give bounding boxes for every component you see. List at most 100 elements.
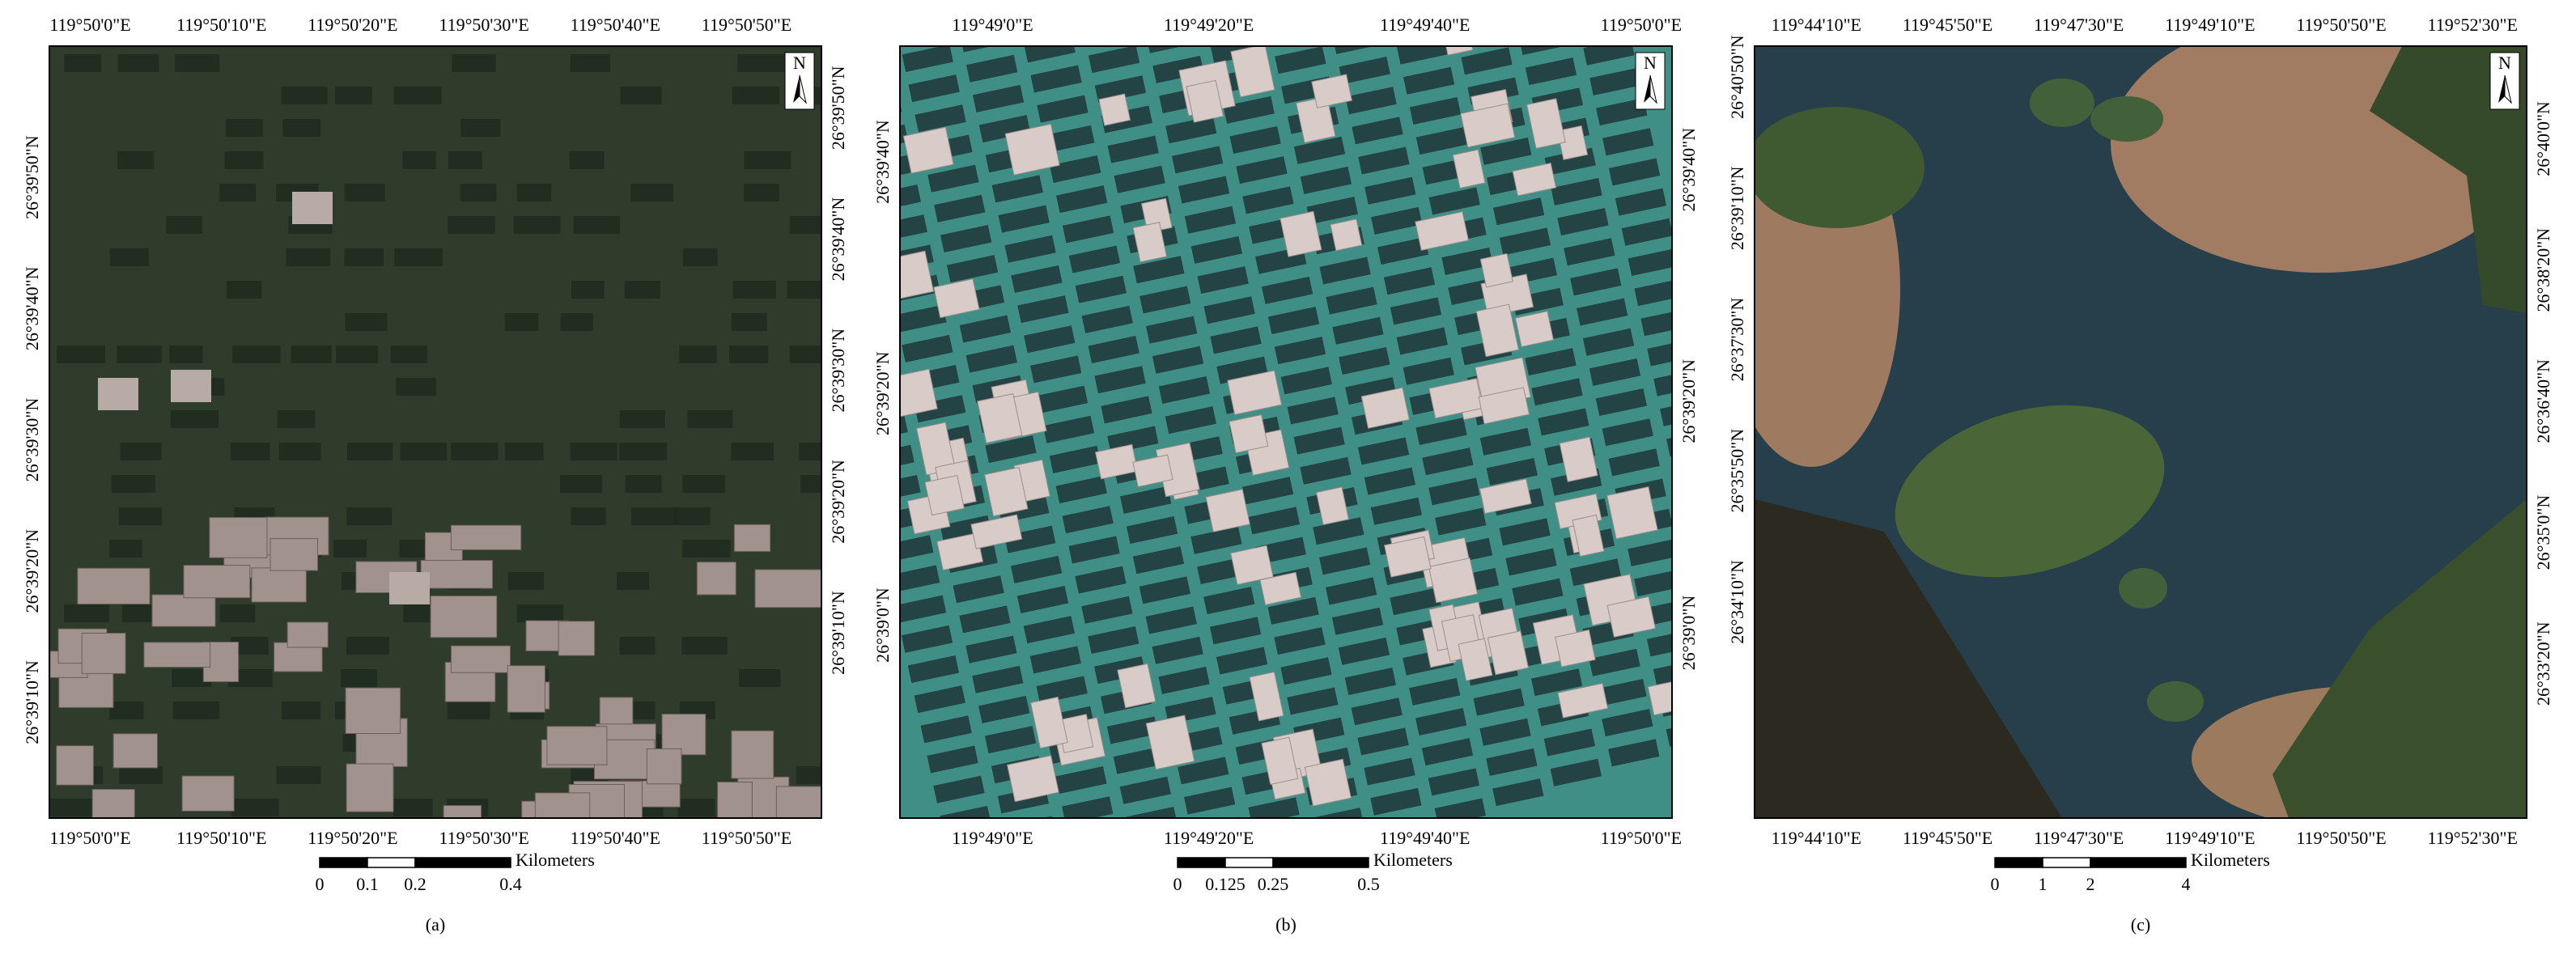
seaweed-plot xyxy=(1293,426,1345,455)
seaweed-plot xyxy=(1608,739,1660,767)
raft xyxy=(1572,514,1605,558)
seaweed-plot xyxy=(1011,265,1063,293)
seaweed-plot xyxy=(460,184,497,201)
seaweed-plot xyxy=(460,119,501,137)
seaweed-plot xyxy=(504,443,544,460)
seaweed-plot xyxy=(1608,158,1661,186)
bottom-coord-label: 119°50'50"E xyxy=(2296,828,2386,848)
seaweed-plot xyxy=(172,669,212,687)
seaweed-plot xyxy=(998,205,1050,233)
seaweed-plot xyxy=(507,572,544,590)
raft xyxy=(112,733,158,769)
seaweed-plot xyxy=(1036,676,1088,704)
seaweed-plot xyxy=(333,540,367,558)
seaweed-plot xyxy=(276,766,321,784)
seaweed-plot xyxy=(927,164,979,193)
right-coord-label: 26°39'0"N xyxy=(1678,596,1699,671)
scale-bar-label: 4 xyxy=(2182,874,2191,894)
seaweed-plot xyxy=(1306,197,1358,225)
seaweed-plot xyxy=(1062,506,1114,534)
seaweed-plot xyxy=(1178,176,1230,204)
raft xyxy=(420,559,494,589)
seaweed-plot xyxy=(1518,46,1571,56)
seaweed-plot xyxy=(1364,176,1416,205)
seaweed-plot xyxy=(1390,587,1441,616)
raft xyxy=(1360,387,1410,429)
seaweed-plot xyxy=(1589,67,1641,95)
raft xyxy=(251,567,307,603)
raft xyxy=(1555,629,1596,668)
right-coord-label: 26°39'20"N xyxy=(1678,359,1699,443)
seaweed-plot xyxy=(569,151,605,169)
seaweed-plot xyxy=(1525,348,1577,376)
seaweed-plot xyxy=(281,702,320,719)
seaweed-plot xyxy=(1152,636,1203,664)
seaweed-plot xyxy=(393,799,433,816)
seaweed-plot xyxy=(1248,507,1301,535)
seaweed-plot xyxy=(1634,569,1672,597)
seaweed-plot xyxy=(1275,46,1326,74)
seaweed-plot xyxy=(1422,447,1474,476)
seaweed-plot xyxy=(630,507,680,525)
seaweed-plot xyxy=(1198,0,1249,3)
seaweed-plot xyxy=(1043,125,1095,153)
left-coord-label: 26°39'40"N xyxy=(872,120,893,204)
seaweed-plot xyxy=(1081,887,1132,914)
seaweed-plot xyxy=(959,315,1011,343)
raft xyxy=(1556,125,1589,160)
seaweed-plot xyxy=(396,378,437,396)
seaweed-plot xyxy=(1449,0,1500,15)
scale-bar-segment xyxy=(2042,857,2091,868)
seaweed-plot xyxy=(1686,519,1737,546)
land xyxy=(2370,46,2527,313)
raft xyxy=(507,665,545,713)
bottom-coord-label: 119°49'40"E xyxy=(1380,828,1470,848)
seaweed-plot xyxy=(121,604,158,622)
seaweed-plot xyxy=(1550,758,1602,787)
top-coord-label: 119°50'50"E xyxy=(2296,15,2386,35)
raft xyxy=(1479,252,1513,288)
north-arrow xyxy=(2504,74,2512,104)
seaweed-plot xyxy=(1132,546,1185,575)
seaweed-plot xyxy=(1364,467,1416,495)
seaweed-plot xyxy=(744,184,779,201)
left-coord-label: 26°35'50"N xyxy=(1727,429,1747,513)
seaweed-plot xyxy=(1583,46,1635,66)
seaweed-plot xyxy=(278,443,321,460)
seaweed-plot xyxy=(1352,117,1403,145)
top-coord-label: 119°45'50"E xyxy=(1903,15,1992,35)
seaweed-plot xyxy=(914,685,965,714)
right-coord-label: 26°38'20"N xyxy=(2533,228,2553,312)
raft xyxy=(1132,222,1168,263)
seaweed-plot xyxy=(1589,648,1640,676)
raft xyxy=(151,594,216,627)
seaweed-plot xyxy=(1184,787,1236,815)
seaweed-plot xyxy=(1036,385,1089,413)
scale-bar-label: 0.2 xyxy=(404,874,427,894)
seaweed-plot xyxy=(346,507,393,525)
raft xyxy=(1316,486,1350,526)
seaweed-plot xyxy=(1101,396,1152,424)
seaweed-plot xyxy=(1339,346,1390,375)
seaweed-plot xyxy=(1492,197,1545,226)
seaweed-plot xyxy=(972,665,1024,693)
seaweed-plot xyxy=(1050,155,1101,184)
seaweed-plot xyxy=(1113,746,1165,774)
seaweed-plot xyxy=(111,475,155,493)
raft xyxy=(984,467,1029,517)
top-coord-label: 119°50'30"E xyxy=(439,15,528,35)
seaweed-plot xyxy=(900,535,934,563)
raft xyxy=(443,805,482,818)
seaweed-plot xyxy=(64,54,102,72)
raft xyxy=(1478,387,1530,425)
seaweed-plot xyxy=(1371,206,1423,235)
seaweed-plot xyxy=(900,304,947,333)
raft xyxy=(1296,95,1336,143)
seaweed-plot xyxy=(681,637,728,655)
seaweed-plot xyxy=(1210,617,1262,645)
left-coord-label: 26°39'0"N xyxy=(872,587,893,663)
raft xyxy=(1606,486,1658,540)
raft xyxy=(1117,663,1156,709)
raft xyxy=(1230,46,1275,98)
seaweed-plot xyxy=(344,248,384,266)
